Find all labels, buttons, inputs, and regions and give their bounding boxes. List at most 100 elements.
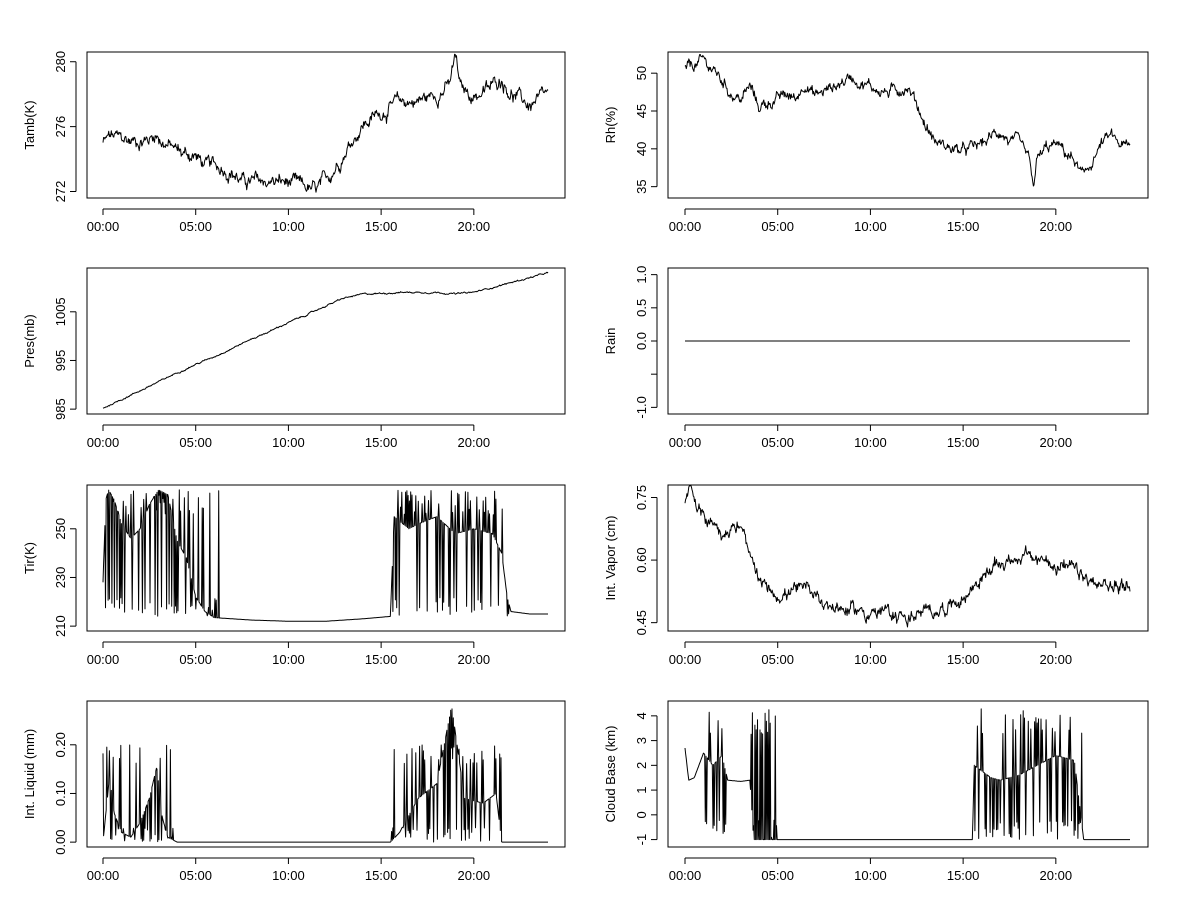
y-axis-title: Cloud Base (km) [603,726,618,823]
panel-2: 00:00 05:00 10:00 15:00 20:00 35 40 45 50 Rh(%) [603,51,1149,234]
y-axis: 985 995 1005 [53,297,77,420]
x-axis: 00:00 05:00 10:00 15:00 20:00 [87,208,491,234]
y-axis-title: Tir(K) [22,542,37,574]
y-tick-label: 230 [53,567,68,589]
panel-1: 00:00 05:00 10:00 15:00 20:00 272 276 280 Tamb(K… [22,51,566,234]
y-tick-label: 0.0 [634,332,649,350]
y-tick-label: 276 [53,116,68,138]
y-axis: 210 230 250 [53,518,77,637]
panel-6: 00:00 05:00 10:00 15:00 20:00 0.45 0.60 0.75 Int… [603,484,1149,667]
x-tick-label: 10:00 [272,868,305,883]
y-tick-label: 1005 [53,297,68,326]
x-tick-label: 20:00 [1040,435,1073,450]
data-series-line [102,708,548,843]
y-tick-label: 0.75 [634,485,649,510]
x-tick-label: 05:00 [179,219,212,234]
x-tick-label: 05:00 [179,435,212,450]
y-tick-label: 50 [634,66,649,80]
y-tick-label: 35 [634,179,649,193]
x-axis: 00:00 05:00 10:00 15:00 20:00 [87,641,491,667]
y-axis: -1.0 0.0 0.5 1.0 [634,266,658,419]
x-tick-label: 00:00 [669,652,702,667]
x-axis: 00:00 05:00 10:00 15:00 20:00 [669,208,1073,234]
plot-frame [86,267,566,415]
x-tick-label: 15:00 [365,868,398,883]
x-tick-label: 05:00 [179,868,212,883]
y-tick-label: 250 [53,518,68,540]
y-axis-title: Int. Vapor (cm) [603,515,618,600]
x-tick-label: 00:00 [87,868,120,883]
x-tick-label: 15:00 [365,435,398,450]
y-tick-label: 2 [634,762,649,769]
x-tick-label: 15:00 [365,219,398,234]
y-tick-label: 0.20 [53,732,68,757]
y-tick-label: 1.0 [634,266,649,284]
y-tick-label: 45 [634,104,649,118]
data-series-line [102,271,549,409]
plot-frame [667,267,1149,415]
x-tick-label: 00:00 [669,435,702,450]
x-axis: 00:00 05:00 10:00 15:00 20:00 [669,424,1073,450]
x-tick-label: 10:00 [854,219,887,234]
panel-7: 00:00 05:00 10:00 15:00 20:00 0.00 0.10 0.20 Int… [22,700,566,883]
x-tick-label: 20:00 [458,868,491,883]
y-axis-title: Pres(mb) [22,314,37,367]
y-tick-label: 4 [634,712,649,719]
x-tick-label: 10:00 [854,435,887,450]
x-tick-label: 15:00 [365,652,398,667]
plot-frame [86,51,566,199]
y-tick-label: 40 [634,142,649,156]
x-tick-label: 20:00 [458,435,491,450]
x-tick-label: 20:00 [458,219,491,234]
plot-frame [667,484,1149,632]
y-tick-label: 272 [53,181,68,203]
y-axis-title: Tamb(K) [22,100,37,149]
y-tick-label: -1 [634,834,649,846]
x-axis: 00:00 05:00 10:00 15:00 20:00 [669,857,1073,883]
x-tick-label: 05:00 [761,868,794,883]
x-tick-label: 00:00 [669,868,702,883]
y-tick-label: 1 [634,786,649,793]
y-tick-label: 3 [634,737,649,744]
x-tick-label: 10:00 [272,652,305,667]
x-tick-label: 10:00 [272,435,305,450]
y-axis-title: Rain [603,328,618,355]
x-tick-label: 10:00 [854,652,887,667]
plot-frame [86,700,566,848]
y-axis: -1 0 1 2 3 4 [634,712,658,846]
y-tick-label: 0.00 [53,829,68,854]
x-tick-label: 20:00 [1040,652,1073,667]
x-tick-label: 00:00 [87,435,120,450]
panel-8: 00:00 05:00 10:00 15:00 20:00 -1 0 1 2 3 4 Cloud Ba… [603,700,1149,883]
y-axis-title: Rh(%) [603,107,618,144]
x-tick-label: 20:00 [1040,219,1073,234]
y-tick-label: 0 [634,811,649,818]
y-tick-label: 0.10 [53,781,68,806]
x-tick-label: 20:00 [1040,868,1073,883]
x-tick-label: 15:00 [947,868,980,883]
y-axis: 0.45 0.60 0.75 [634,485,658,635]
y-tick-label: 280 [53,51,68,73]
y-axis: 272 276 280 [53,51,77,203]
x-tick-label: 00:00 [669,219,702,234]
x-tick-label: 10:00 [854,868,887,883]
plot-frame [667,51,1149,199]
x-tick-label: 05:00 [761,219,794,234]
y-tick-label: -1.0 [634,396,649,418]
y-axis-title: Int. Liquid (mm) [22,729,37,819]
x-tick-label: 10:00 [272,219,305,234]
y-axis: 0.00 0.10 0.20 [53,732,77,855]
y-tick-label: 0.5 [634,299,649,317]
y-axis: 35 40 45 50 [634,66,658,194]
x-tick-label: 05:00 [179,652,212,667]
y-tick-label: 0.60 [634,547,649,572]
x-tick-label: 15:00 [947,219,980,234]
panel-5: 00:00 05:00 10:00 15:00 20:00 210 230 250 Tir(K) [22,484,566,667]
x-tick-label: 15:00 [947,652,980,667]
x-tick-label: 20:00 [458,652,491,667]
y-tick-label: 995 [53,350,68,372]
x-axis: 00:00 05:00 10:00 15:00 20:00 [87,857,491,883]
x-tick-label: 05:00 [761,652,794,667]
x-tick-label: 00:00 [87,219,120,234]
